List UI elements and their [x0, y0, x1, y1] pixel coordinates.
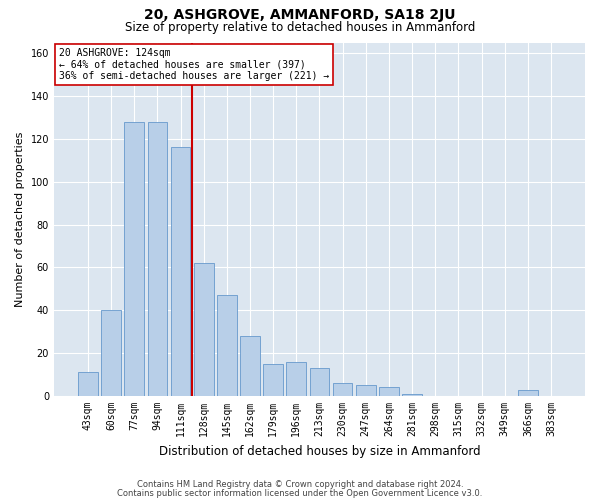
Bar — [518, 390, 538, 396]
Bar — [217, 296, 236, 396]
Bar — [310, 368, 329, 396]
Bar — [356, 386, 376, 396]
Text: Contains public sector information licensed under the Open Government Licence v3: Contains public sector information licen… — [118, 488, 482, 498]
Text: Size of property relative to detached houses in Ammanford: Size of property relative to detached ho… — [125, 21, 475, 34]
Y-axis label: Number of detached properties: Number of detached properties — [15, 132, 25, 307]
Bar — [124, 122, 144, 396]
Bar — [170, 148, 190, 396]
Text: Contains HM Land Registry data © Crown copyright and database right 2024.: Contains HM Land Registry data © Crown c… — [137, 480, 463, 489]
Bar — [78, 372, 98, 396]
Bar — [240, 336, 260, 396]
X-axis label: Distribution of detached houses by size in Ammanford: Distribution of detached houses by size … — [158, 444, 480, 458]
Bar — [263, 364, 283, 396]
Bar — [379, 388, 399, 396]
Bar — [194, 263, 214, 396]
Bar — [148, 122, 167, 396]
Text: 20 ASHGROVE: 124sqm
← 64% of detached houses are smaller (397)
36% of semi-detac: 20 ASHGROVE: 124sqm ← 64% of detached ho… — [59, 48, 329, 81]
Bar — [101, 310, 121, 396]
Bar — [402, 394, 422, 396]
Text: 20, ASHGROVE, AMMANFORD, SA18 2JU: 20, ASHGROVE, AMMANFORD, SA18 2JU — [144, 8, 456, 22]
Bar — [333, 383, 352, 396]
Bar — [286, 362, 306, 396]
